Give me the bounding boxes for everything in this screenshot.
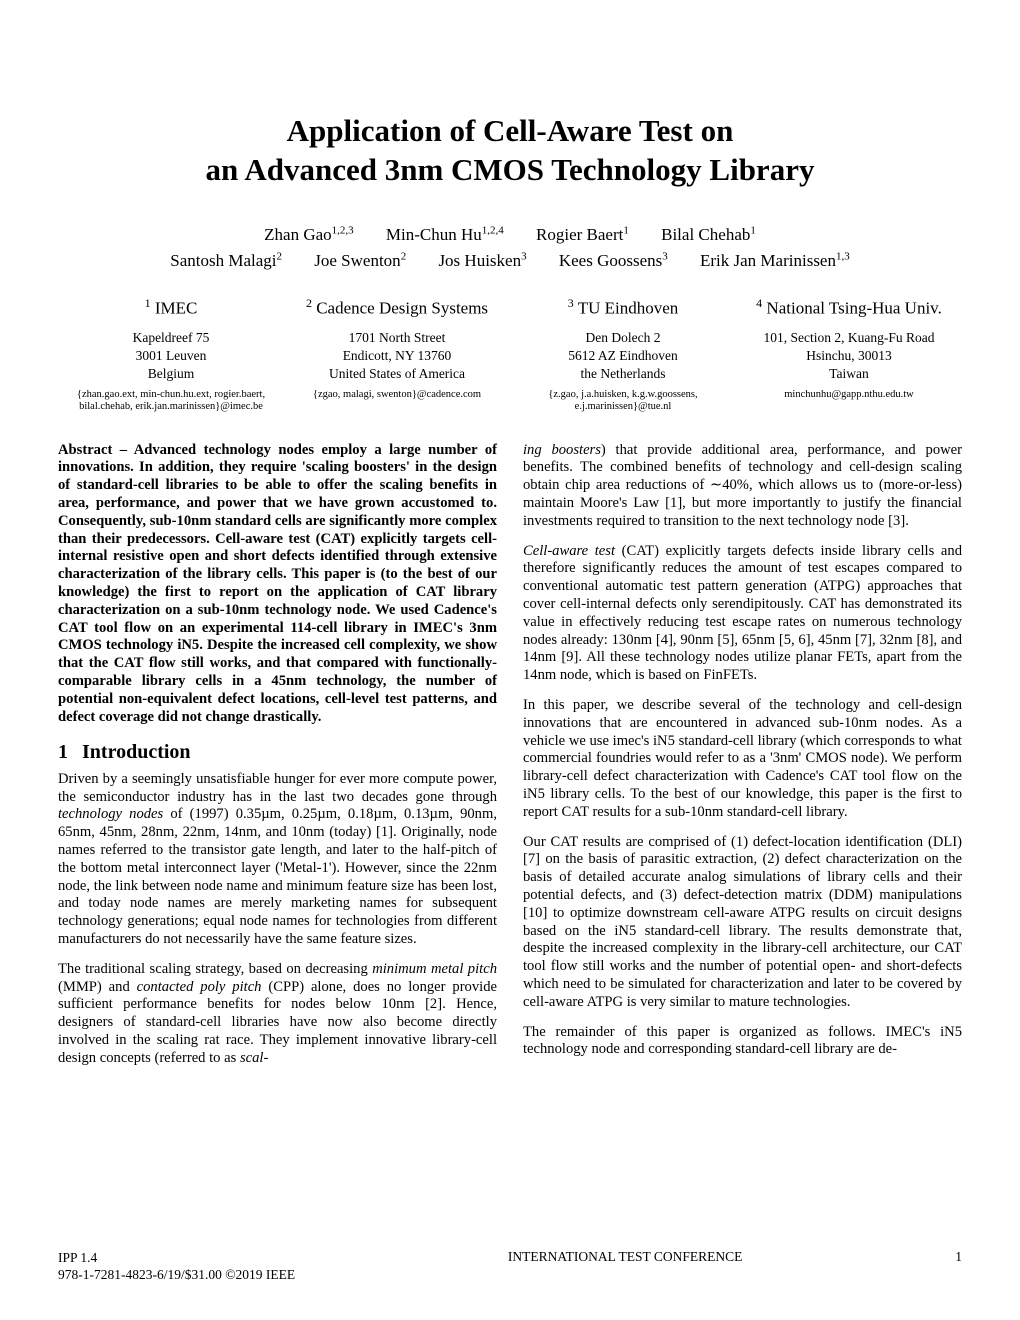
- author: Santosh Malagi2: [170, 251, 282, 270]
- author: Zhan Gao1,2,3: [264, 225, 354, 244]
- affiliations-row: 1 IMEC Kapeldreef 75 3001 Leuven Belgium…: [58, 296, 962, 414]
- paragraph: Our CAT results are comprised of (1) def…: [523, 834, 962, 1012]
- title-line-2: an Advanced 3nm CMOS Technology Library: [206, 152, 815, 187]
- author: Jos Huisken3: [438, 251, 526, 270]
- affiliation: 1 IMEC Kapeldreef 75 3001 Leuven Belgium…: [58, 296, 284, 414]
- affiliation: 2 Cadence Design Systems 1701 North Stre…: [284, 296, 510, 414]
- author: Bilal Chehab1: [661, 225, 756, 244]
- abstract: Abstract – Advanced technology nodes emp…: [58, 442, 497, 727]
- footer-page-number: 1: [955, 1249, 962, 1284]
- author: Joe Swenton2: [314, 251, 406, 270]
- body-columns: Abstract – Advanced technology nodes emp…: [58, 442, 962, 1280]
- title-line-1: Application of Cell-Aware Test on: [287, 113, 734, 148]
- footer-left: IPP 1.4 978-1-7281-4823-6/19/$31.00 ©201…: [58, 1249, 295, 1284]
- paragraph: The remainder of this paper is organized…: [523, 1024, 962, 1060]
- paragraph: ing boosters) that provide additional ar…: [523, 442, 962, 531]
- author: Erik Jan Marinissen1,3: [700, 251, 850, 270]
- page-footer: IPP 1.4 978-1-7281-4823-6/19/$31.00 ©201…: [58, 1249, 962, 1284]
- affiliation: 4 National Tsing-Hua Univ. 101, Section …: [736, 296, 962, 414]
- section-heading: 1Introduction: [58, 740, 497, 764]
- affiliation: 3 TU Eindhoven Den Dolech 2 5612 AZ Eind…: [510, 296, 736, 414]
- authors-line-2: Santosh Malagi2 Joe Swenton2 Jos Huisken…: [58, 248, 962, 274]
- authors-block: Zhan Gao1,2,3 Min-Chun Hu1,2,4 Rogier Ba…: [58, 222, 962, 275]
- paragraph: The traditional scaling strategy, based …: [58, 961, 497, 1068]
- authors-line-1: Zhan Gao1,2,3 Min-Chun Hu1,2,4 Rogier Ba…: [58, 222, 962, 248]
- author: Kees Goossens3: [559, 251, 668, 270]
- author: Rogier Baert1: [536, 225, 629, 244]
- author: Min-Chun Hu1,2,4: [386, 225, 504, 244]
- paper-page: Application of Cell-Aware Test on an Adv…: [0, 0, 1020, 1320]
- paragraph: Driven by a seemingly unsatisfiable hung…: [58, 771, 497, 949]
- paragraph: In this paper, we describe several of th…: [523, 697, 962, 822]
- right-column: ing boosters) that provide additional ar…: [523, 442, 962, 1280]
- footer-center: INTERNATIONAL TEST CONFERENCE: [295, 1249, 955, 1284]
- paper-title: Application of Cell-Aware Test on an Adv…: [58, 112, 962, 190]
- left-column: Abstract – Advanced technology nodes emp…: [58, 442, 497, 1280]
- paragraph: Cell-aware test (CAT) explicitly targets…: [523, 543, 962, 685]
